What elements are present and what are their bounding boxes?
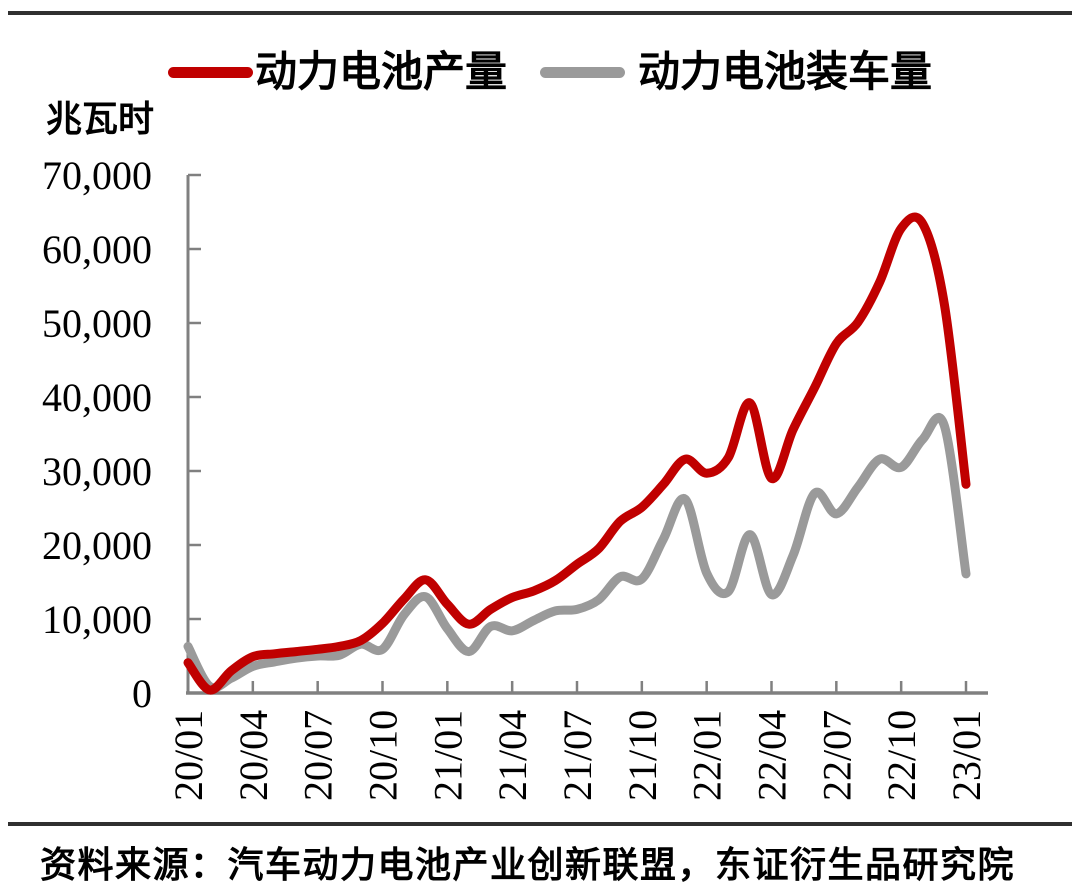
y-axis-tick-label: 30,000 (42, 449, 152, 494)
top-divider (8, 11, 1072, 15)
bottom-divider (8, 822, 1072, 826)
y-axis-tick-label: 20,000 (42, 523, 152, 568)
x-axis-tick-label: 22/07 (814, 710, 859, 801)
x-axis-tick-label: 21/01 (425, 710, 470, 801)
legend-swatch-installation (540, 67, 625, 78)
y-axis-unit-label: 兆瓦时 (46, 99, 155, 139)
y-axis-tick-label: 70,000 (42, 153, 152, 198)
y-axis-tick-label: 60,000 (42, 227, 152, 272)
x-axis-tick-label: 21/07 (555, 710, 600, 801)
production-line-series (183, 212, 971, 695)
installation-line-series (183, 413, 971, 693)
legend-label-installation: 动力电池装车量 (638, 50, 933, 96)
x-axis-tick-label: 22/10 (879, 710, 924, 801)
x-axis-tick-label: 23/01 (944, 710, 989, 801)
legend-swatch-production (168, 67, 253, 78)
y-axis-tick-label: 10,000 (42, 597, 152, 642)
y-axis-tick-label: 50,000 (42, 301, 152, 346)
y-axis-tick-label: 0 (132, 671, 152, 716)
legend-label-production: 动力电池产量 (255, 50, 508, 96)
x-axis-tick-label: 22/04 (750, 710, 795, 801)
x-axis-tick-label: 21/04 (490, 710, 535, 801)
x-axis-tick-label: 22/01 (685, 710, 730, 801)
x-axis-tick-label: 20/01 (166, 710, 211, 801)
source-attribution: 资料来源：汽车动力电池产业创新联盟，东证衍生品研究院 (40, 845, 1016, 885)
x-axis-tick-label: 20/10 (361, 710, 406, 801)
x-axis-tick-label: 21/10 (620, 710, 665, 801)
x-axis-tick-label: 20/07 (296, 710, 341, 801)
x-axis-tick-label: 20/04 (231, 710, 276, 801)
y-axis-tick-label: 40,000 (42, 375, 152, 420)
